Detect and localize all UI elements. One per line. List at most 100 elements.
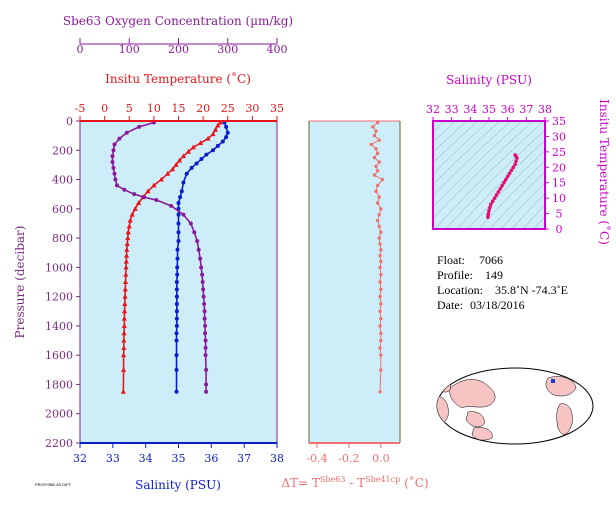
delta-t-point (379, 368, 383, 372)
salinity-point (174, 331, 179, 336)
float-label: Float: (437, 253, 465, 267)
delta-t-point (378, 390, 382, 394)
profile-value: 149 (485, 268, 503, 282)
temperature-axis-title: Insitu Temperature (˚C) (105, 71, 251, 86)
ts-point (498, 187, 503, 191)
delta-t-point (379, 259, 383, 264)
delta-t-tick-label: -0.2 (338, 452, 359, 465)
salinity-point (175, 265, 180, 270)
salinity-point (220, 139, 225, 144)
delta-t-point (377, 212, 381, 217)
salinity-point (215, 143, 220, 148)
oxygen-point (169, 203, 174, 208)
salinity-point (176, 212, 181, 217)
salinity-axis-ticks: 32 33 34 35 36 37 38 (73, 443, 284, 465)
ts-temperature-tick-label: 25 (552, 146, 566, 159)
pressure-tick-label: 1800 (45, 378, 73, 391)
delta-t-point (378, 242, 382, 246)
salinity-point (174, 338, 179, 343)
oxygen-point (137, 124, 142, 129)
temperature-point (176, 157, 183, 163)
ts-contour (445, 129, 545, 229)
oxygen-point (201, 287, 206, 292)
delta-t-point (375, 169, 380, 173)
temperature-point (121, 330, 127, 336)
delta-t-point (379, 302, 383, 306)
temperature-point (121, 337, 127, 343)
delta-t-point (374, 164, 378, 169)
ts-point (492, 196, 497, 200)
temperature-point (198, 140, 204, 145)
pressure-tick-label: 1000 (45, 261, 73, 274)
ts-salinity-tick-label: 37 (519, 103, 533, 116)
delta-t-point (372, 173, 377, 177)
temperature-point (120, 352, 127, 358)
ts-point (494, 193, 499, 197)
delta-t-point (378, 324, 382, 328)
delta-t-point (377, 160, 381, 164)
oxygen-point (112, 171, 117, 176)
oxygen-point (195, 239, 200, 244)
ts-contour (500, 182, 545, 229)
pressure-tick-label: 2000 (45, 408, 73, 421)
salinity-axis-title: Salinity (PSU) (135, 478, 221, 492)
salinity-point (194, 161, 199, 166)
temperature-tick-label: 20 (196, 102, 210, 115)
delta-t-point (379, 331, 383, 335)
ts-temperature-tick-label: 0 (556, 223, 563, 236)
salinity-tick-label: 35 (172, 452, 186, 465)
ts-point (496, 190, 501, 194)
ts-contour (467, 150, 545, 229)
temperature-tick-label: -5 (75, 102, 86, 115)
pressure-tick-label: 800 (52, 232, 73, 245)
delta-t-point (372, 133, 377, 138)
delta-t-point (375, 151, 380, 155)
ts-point (509, 168, 514, 173)
oxygen-point (110, 154, 115, 159)
salinity-tick-label: 38 (270, 452, 284, 465)
temperature-point (121, 323, 127, 328)
date-label: Date: (437, 298, 463, 312)
delta-t-point (377, 195, 381, 199)
salinity-point (225, 130, 230, 135)
oxygen-point (204, 389, 209, 394)
delta-t-point (378, 265, 382, 270)
delta-t-point (379, 316, 383, 321)
ts-temperature-title: Insitu Temperature (˚C) (597, 99, 612, 245)
ts-contour (433, 121, 501, 185)
temperature-tick-label: 10 (147, 102, 161, 115)
salinity-point (210, 148, 215, 153)
temperature-point (124, 241, 130, 246)
ts-point (488, 205, 492, 210)
ts-salinity-tick-label: 36 (501, 103, 515, 116)
pressure-axis-ticks: 0 200 400 600 800 1000 1200 1400 1600 1800 2000 220… (45, 115, 80, 450)
float-value: 7066 (479, 253, 503, 267)
oxygen-point (203, 345, 208, 350)
ts-temperature-tick-label: 5 (556, 208, 563, 221)
salinity-point (204, 152, 209, 157)
oxygen-point (199, 265, 204, 270)
oxygen-point (204, 382, 209, 387)
salinity-tick-label: 36 (204, 452, 218, 465)
oxygen-point (203, 353, 208, 358)
salinity-point (224, 124, 229, 129)
ts-salinity-tick-label: 38 (538, 103, 552, 116)
ts-point (513, 162, 517, 166)
oxygen-point (203, 331, 208, 336)
ts-temperature-tick-label: 30 (552, 130, 566, 143)
oxygen-axis-ticks: 0 100 200 300 400 (77, 38, 288, 56)
temperature-axis-ticks: -5 0 5 10 15 20 25 30 35 (75, 102, 284, 121)
map-float-marker (551, 379, 555, 383)
temperature-point (120, 367, 127, 372)
ts-salinity-tick-label: 34 (463, 103, 477, 116)
delta-t-point (371, 125, 375, 129)
oxygen-point (114, 183, 119, 188)
oxygen-point (202, 316, 207, 321)
salinity-point (174, 287, 179, 292)
ts-point (505, 174, 510, 179)
temperature-point (129, 211, 135, 217)
delta-t-point (369, 142, 373, 147)
footer-code: PROF/SBE-63 DIFF (35, 482, 72, 487)
oxygen-tick-label: 200 (168, 43, 189, 56)
salinity-point (174, 367, 179, 372)
